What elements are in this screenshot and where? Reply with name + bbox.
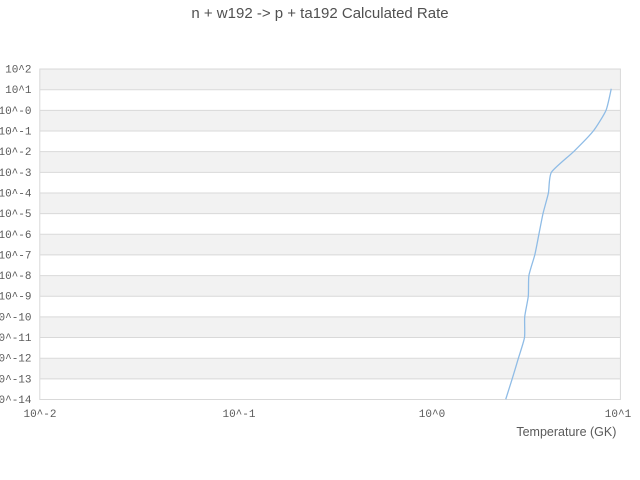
svg-text:10^-0: 10^-0	[0, 106, 32, 118]
svg-text:10^-6: 10^-6	[0, 230, 32, 242]
svg-text:10^-2: 10^-2	[0, 147, 32, 159]
svg-text:10^-1: 10^-1	[222, 409, 255, 421]
svg-text:10^-11: 10^-11	[0, 333, 32, 345]
svg-text:10^-5: 10^-5	[0, 209, 32, 221]
svg-text:10^-4: 10^-4	[0, 188, 32, 200]
svg-text:10^-8: 10^-8	[0, 271, 32, 283]
svg-text:10^-7: 10^-7	[0, 250, 32, 262]
svg-text:10^-13: 10^-13	[0, 374, 32, 386]
svg-text:10^-1: 10^-1	[0, 127, 32, 139]
svg-text:10^-14: 10^-14	[0, 395, 32, 407]
svg-text:10^-9: 10^-9	[0, 292, 32, 304]
svg-text:10^-2: 10^-2	[23, 409, 56, 421]
svg-text:10^1: 10^1	[5, 85, 32, 97]
svg-text:10^-10: 10^-10	[0, 312, 32, 324]
svg-text:10^0: 10^0	[419, 409, 445, 421]
svg-text:10^-3: 10^-3	[0, 168, 32, 180]
svg-text:10^-12: 10^-12	[0, 354, 32, 366]
svg-text:10^2: 10^2	[5, 65, 31, 77]
svg-text:10^1: 10^1	[605, 409, 632, 421]
